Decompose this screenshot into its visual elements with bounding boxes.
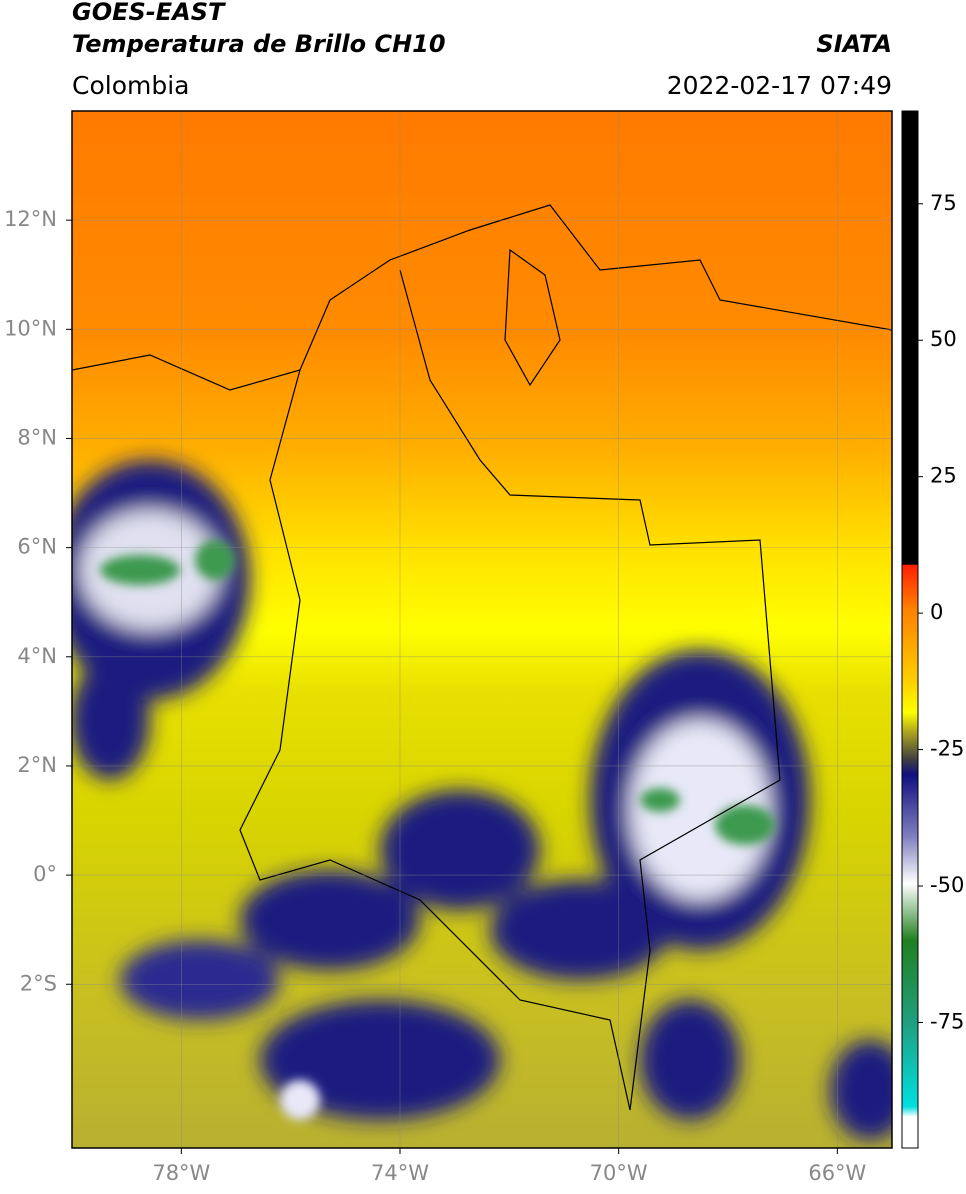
satellite-image xyxy=(72,111,892,1148)
colorbar-tick-label: 25 xyxy=(930,464,957,488)
cold-cores xyxy=(100,540,775,1120)
colorbar xyxy=(901,110,919,1149)
x-tick-label: 70°W xyxy=(590,1161,648,1185)
cloud-tops xyxy=(72,460,892,1140)
border xyxy=(239,269,781,1111)
lake-maracaibo xyxy=(504,248,561,387)
x-tick-label: 78°W xyxy=(152,1161,210,1185)
colorbar-tick-label: -75 xyxy=(930,1009,964,1033)
y-tick-label: 12°N xyxy=(4,207,57,231)
datetime: 2022-02-17 07:49 xyxy=(667,71,892,100)
x-tick-label: 74°W xyxy=(371,1161,429,1185)
y-tick-label: 6°N xyxy=(17,535,57,559)
region: Colombia xyxy=(72,71,189,100)
grid xyxy=(72,111,892,1148)
colorbar-tick-label: -50 xyxy=(930,873,964,897)
colorbar-tick-label: 0 xyxy=(930,600,943,624)
title-line1: GOES-EAST xyxy=(72,0,226,26)
y-tick-label: 4°N xyxy=(17,644,57,668)
y-tick-label: 10°N xyxy=(4,316,57,340)
map-frame xyxy=(71,110,893,1149)
x-tick-label: 66°W xyxy=(808,1161,866,1185)
y-tick-label: 0° xyxy=(33,862,57,886)
source: SIATA xyxy=(816,30,892,58)
colorbar-tick-label: 50 xyxy=(930,327,957,351)
y-tick-label: 2°N xyxy=(17,753,57,777)
title-line2: Temperatura de Brillo CH10 xyxy=(72,30,446,58)
coastline xyxy=(72,204,892,391)
y-tick-label: 8°N xyxy=(17,425,57,449)
y-tick-label: 2°S xyxy=(20,971,57,995)
colorbar-tick-label: -25 xyxy=(930,737,964,761)
colorbar-tick-label: 75 xyxy=(930,191,957,215)
